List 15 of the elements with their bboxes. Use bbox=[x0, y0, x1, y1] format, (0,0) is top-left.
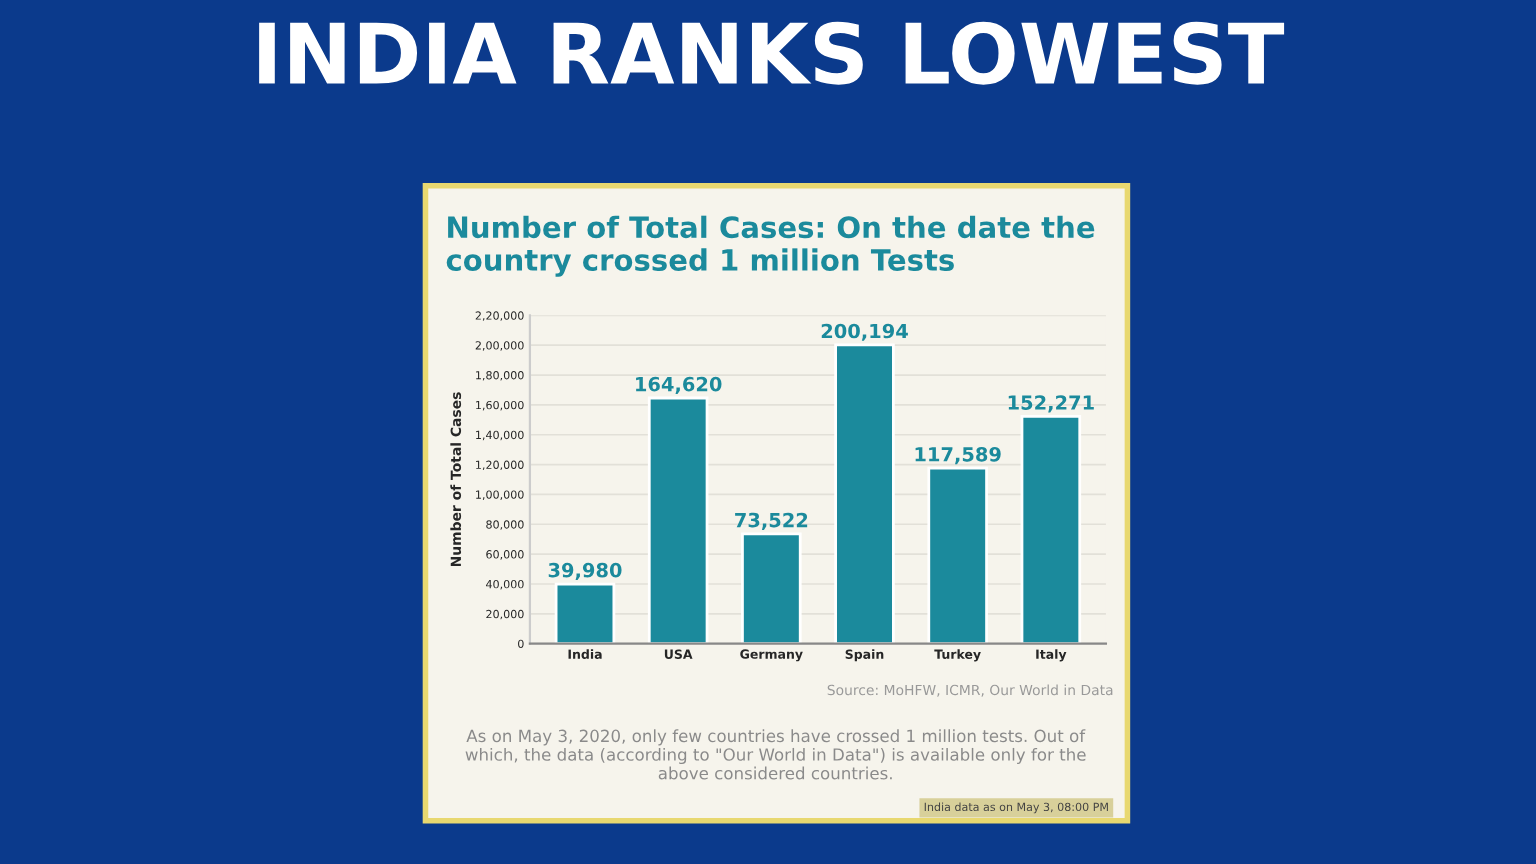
data-label: 152,271 bbox=[1008, 395, 1094, 413]
bar bbox=[834, 343, 895, 644]
data-label: 117,589 bbox=[915, 446, 1001, 465]
chart-title: INDIA RANKS LOWEST bbox=[259, 21, 1285, 85]
data-label: 200,194 bbox=[821, 323, 908, 341]
bar bbox=[1020, 415, 1082, 644]
bar bbox=[647, 396, 709, 644]
data-label: 39,980 bbox=[548, 562, 622, 580]
bar bbox=[554, 582, 616, 644]
data-label: 164,620 bbox=[636, 376, 722, 394]
bar bbox=[927, 466, 988, 644]
chart-subtitle: Number of Total Cases: On the date the country crossed 1 million Tests bbox=[446, 215, 1095, 277]
data-label: 73,522 bbox=[735, 512, 808, 530]
bar bbox=[741, 532, 802, 644]
text: As on May 3, 2020, only few countries have crossed 1 million tests. Out of which, the data (according to "Our World in Data") is available only for the above considered countries. bbox=[465, 729, 1086, 780]
